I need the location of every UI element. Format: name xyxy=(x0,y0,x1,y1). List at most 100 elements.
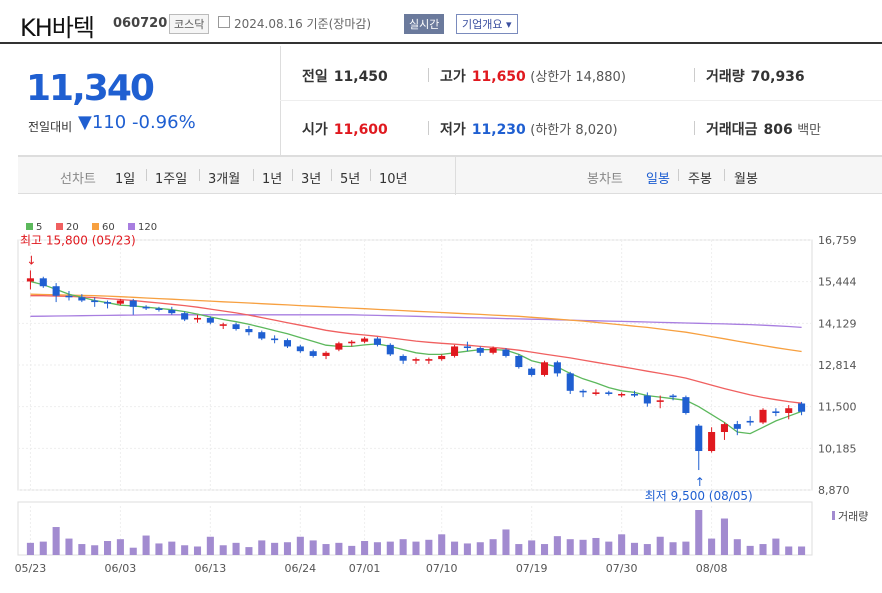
volume-bar xyxy=(759,544,767,555)
tab-1w[interactable]: 1주일 xyxy=(155,172,188,187)
prev-close-label: 전일 xyxy=(302,69,328,85)
y-tick-label: 15,444 xyxy=(818,276,857,289)
volume-bar xyxy=(643,544,651,555)
volume-bar xyxy=(515,544,523,555)
price-change-value: 110 xyxy=(91,112,127,133)
candle xyxy=(759,409,767,423)
candle xyxy=(399,355,407,361)
candle xyxy=(142,306,150,309)
candle xyxy=(206,317,214,323)
market-badge: 코스닥 xyxy=(169,14,210,34)
amount-unit: 백만 xyxy=(797,123,822,138)
y-tick-label: 14,129 xyxy=(818,317,857,330)
volume-bar xyxy=(720,518,728,555)
volume-bar xyxy=(232,542,240,555)
divider xyxy=(455,157,456,195)
stock-header: KH바텍 060720 코스닥 2024.08.16 기준(장마감) 실시간 기… xyxy=(0,0,882,44)
realtime-button[interactable]: 실시간 xyxy=(404,14,445,34)
candle xyxy=(271,338,279,341)
volume-value: 70,936 xyxy=(750,69,805,85)
tab-1y[interactable]: 1년 xyxy=(262,172,283,187)
legend-label: 20 xyxy=(66,222,79,233)
tab-3y[interactable]: 3년 xyxy=(301,172,322,187)
candle xyxy=(232,324,240,330)
candle xyxy=(116,300,124,304)
divider xyxy=(694,68,695,82)
candle xyxy=(65,295,73,298)
tab-monthly[interactable]: 월봉 xyxy=(734,172,758,187)
legend-swatch xyxy=(56,223,63,230)
volume-bar xyxy=(129,547,137,555)
calendar-icon xyxy=(218,16,230,28)
candle xyxy=(540,362,549,375)
candle xyxy=(39,278,47,287)
candle xyxy=(283,340,292,347)
price-chart: 16,759 15,444 14,129 12,814 11,500 10,185 8,87… xyxy=(15,222,869,575)
tab-weekly[interactable]: 주봉 xyxy=(688,172,712,187)
candle xyxy=(605,392,613,394)
volume-bar xyxy=(181,545,189,555)
volume-bar xyxy=(605,541,613,555)
tab-daily[interactable]: 일봉 xyxy=(646,172,670,187)
candle xyxy=(52,286,60,296)
ma60-line xyxy=(30,293,802,353)
volume-bar xyxy=(193,546,202,555)
trade-amount: 거래대금 806 백만 xyxy=(706,119,821,139)
candle xyxy=(772,411,780,413)
volume-legend-swatch xyxy=(832,511,835,520)
quote-date: 2024.08.16 기준(장마감) xyxy=(234,17,372,31)
high-value: 11,650 xyxy=(471,69,526,85)
candle xyxy=(669,395,677,398)
volume-bar xyxy=(26,542,34,555)
volume-bar xyxy=(772,538,780,555)
volume-bar xyxy=(463,543,471,555)
volume: 거래량 70,936 xyxy=(706,66,805,86)
candle xyxy=(91,300,99,303)
volume-bar xyxy=(425,539,433,555)
volume-legend-label: 거래량 xyxy=(838,510,868,523)
volume-bar xyxy=(489,539,497,555)
tab-3m[interactable]: 3개월 xyxy=(208,172,241,187)
y-tick-label: 12,814 xyxy=(818,359,857,372)
divider xyxy=(331,169,332,181)
divider xyxy=(292,169,293,181)
divider xyxy=(428,68,429,82)
company-info-dropdown[interactable]: 기업개요 ▾ xyxy=(456,14,518,34)
candle xyxy=(579,390,587,393)
candle xyxy=(26,278,34,282)
candle xyxy=(412,359,420,361)
volume-bar xyxy=(630,542,639,555)
tab-5y[interactable]: 5년 xyxy=(340,172,361,187)
volume-bar xyxy=(438,534,446,555)
volume-bar xyxy=(258,540,266,555)
tab-10y[interactable]: 10년 xyxy=(379,172,408,187)
candle xyxy=(438,355,446,360)
legend-label: 120 xyxy=(138,222,157,233)
volume-bar xyxy=(271,542,279,555)
volume-label: 거래량 xyxy=(706,69,745,85)
volume-bar xyxy=(296,536,304,555)
volume-bar xyxy=(412,541,420,555)
volume-bar xyxy=(386,541,394,555)
candle xyxy=(643,395,651,404)
candle xyxy=(219,324,227,326)
x-tick-label: 07/19 xyxy=(516,562,548,575)
candle xyxy=(798,403,806,412)
candle xyxy=(566,373,574,391)
candle xyxy=(373,338,381,345)
divider xyxy=(724,169,725,181)
open-value: 11,600 xyxy=(333,122,388,138)
chart-tabs: 선차트 1일 1주일 3개월 1년 3년 5년 10년 봉차트 일봉 주봉 월봉 xyxy=(18,156,882,195)
candle xyxy=(528,368,536,375)
x-tick-label: 07/01 xyxy=(349,562,381,575)
candle xyxy=(361,338,369,342)
volume-bar xyxy=(219,545,227,555)
tab-1d[interactable]: 1일 xyxy=(115,172,136,187)
candle xyxy=(296,346,304,352)
candle xyxy=(515,355,523,368)
y-tick-label: 11,500 xyxy=(818,401,857,414)
candle xyxy=(129,300,137,307)
volume-bar xyxy=(540,544,549,555)
high-annotation: 최고 15,800 (05/23) xyxy=(20,233,136,247)
volume-bar xyxy=(528,540,536,555)
